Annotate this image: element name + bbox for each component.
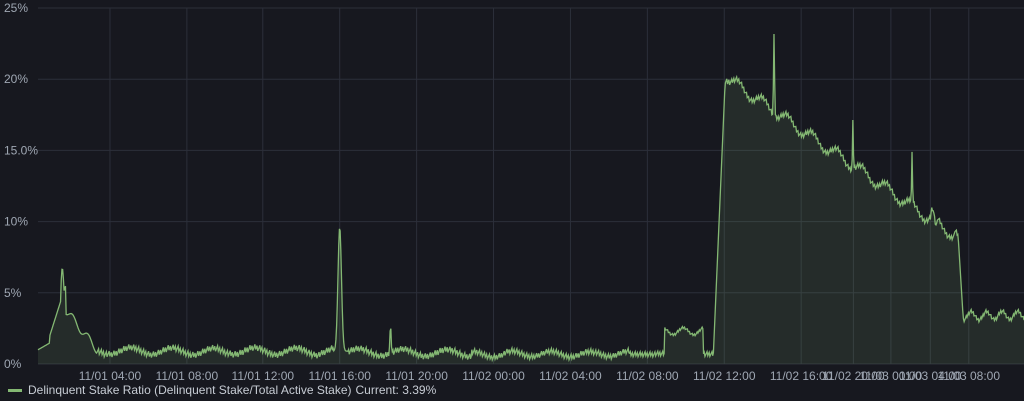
delinquent-stake-area-fill bbox=[38, 34, 1024, 364]
legend-current-value: Current: 3.39% bbox=[356, 383, 437, 397]
svg-text:0%: 0% bbox=[4, 357, 22, 371]
svg-text:15.0%: 15.0% bbox=[4, 143, 38, 157]
legend-series-label[interactable]: Delinquent Stake Ratio (Delinquent Stake… bbox=[28, 383, 352, 397]
chart-svg: 0% 5% 10% 15.0% 20% 25% 11/01 04:00 11/01 08:0… bbox=[0, 0, 1024, 401]
svg-text:11/02 04:00: 11/02 04:00 bbox=[539, 369, 602, 383]
chart-legend[interactable]: Delinquent Stake Ratio (Delinquent Stake… bbox=[8, 383, 436, 397]
svg-text:11/01 16:00: 11/01 16:00 bbox=[308, 369, 371, 383]
svg-text:11/02 00:00: 11/02 00:00 bbox=[462, 369, 525, 383]
svg-text:10%: 10% bbox=[4, 215, 28, 229]
y-axis-labels: 0% 5% 10% 15.0% 20% 25% bbox=[4, 1, 38, 371]
svg-text:11/01 12:00: 11/01 12:00 bbox=[232, 369, 295, 383]
svg-text:11/02 08:00: 11/02 08:00 bbox=[616, 369, 679, 383]
svg-text:11/02 12:00: 11/02 12:00 bbox=[693, 369, 756, 383]
svg-text:11/01 04:00: 11/01 04:00 bbox=[79, 369, 142, 383]
x-axis-labels: 11/01 04:00 11/01 08:00 11/01 12:00 11/01 1… bbox=[79, 369, 1001, 383]
svg-text:20%: 20% bbox=[4, 72, 28, 86]
legend-color-swatch bbox=[8, 389, 22, 392]
svg-text:11/03 08:00: 11/03 08:00 bbox=[938, 369, 1001, 383]
delinquent-stake-chart: 0% 5% 10% 15.0% 20% 25% 11/01 04:00 11/01 08:0… bbox=[0, 0, 1024, 401]
svg-text:5%: 5% bbox=[4, 286, 22, 300]
svg-text:11/01 08:00: 11/01 08:00 bbox=[156, 369, 219, 383]
svg-text:11/01 20:00: 11/01 20:00 bbox=[385, 369, 448, 383]
svg-text:25%: 25% bbox=[4, 1, 28, 15]
